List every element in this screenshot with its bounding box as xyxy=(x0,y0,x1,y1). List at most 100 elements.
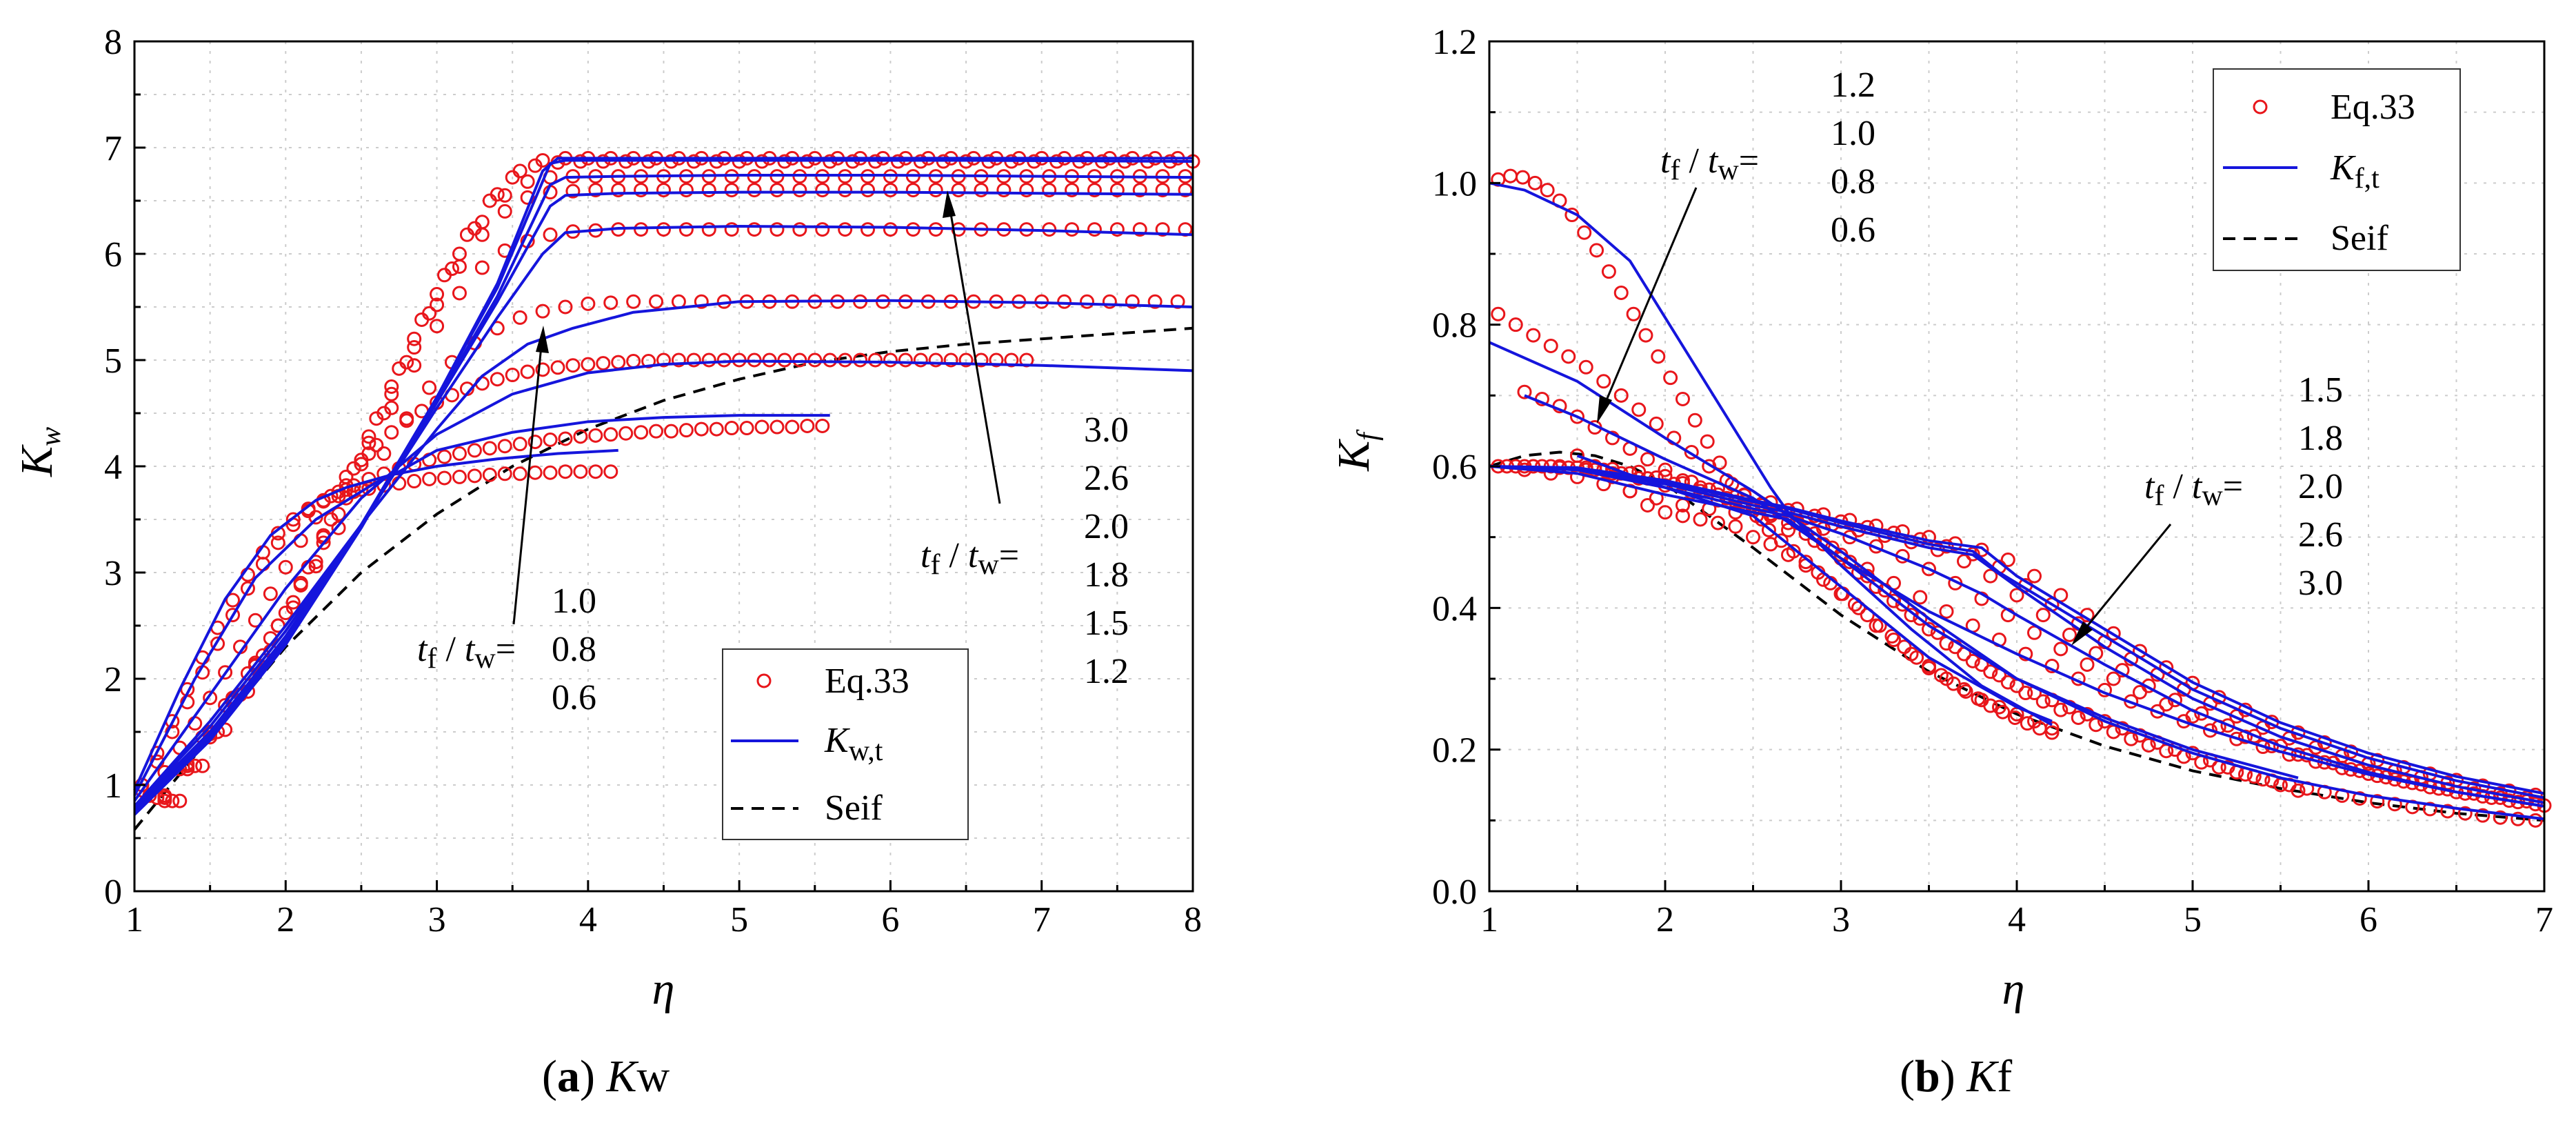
eq33-point xyxy=(1503,168,1518,183)
eq33-point xyxy=(678,183,694,198)
eq33-point xyxy=(2071,710,2086,725)
eq33-point xyxy=(1087,183,1102,198)
eq33-point xyxy=(656,222,671,237)
y-tick-label: 4 xyxy=(104,448,122,487)
eq33-point xyxy=(724,222,739,237)
panel-a-ann-left-value: 0.8 xyxy=(552,630,596,669)
eq33-point xyxy=(2027,568,2042,584)
eq33-point xyxy=(210,636,225,651)
eq33-point xyxy=(603,464,618,479)
eq33-point xyxy=(905,222,920,237)
eq33-point xyxy=(407,340,422,355)
eq33-point xyxy=(588,428,603,443)
eq33-point xyxy=(430,287,445,302)
eq33-point xyxy=(1909,650,1924,665)
x-tick-label: 4 xyxy=(2008,900,2026,940)
eq33-point xyxy=(1737,488,1752,503)
eq33-point xyxy=(883,222,898,237)
eq33-point xyxy=(535,362,550,377)
eq33-point xyxy=(1693,512,1708,527)
eq33-point xyxy=(1712,455,1727,470)
eq33-point xyxy=(709,421,724,437)
eq33-point xyxy=(861,183,876,198)
eq33-point xyxy=(838,222,853,237)
fitted-curve xyxy=(1576,454,2053,723)
eq33-point xyxy=(543,465,558,480)
eq33-point xyxy=(240,581,255,596)
eq33-point xyxy=(2000,675,2015,690)
eq33-point xyxy=(1913,590,1928,605)
eq33-point xyxy=(1649,416,1664,431)
eq33-point xyxy=(384,425,399,440)
eq33-point xyxy=(701,183,716,198)
panel-b-ann-right-label: tf / tw= xyxy=(2144,467,2243,512)
y-tick-label: 3 xyxy=(104,554,122,593)
eq33-point xyxy=(974,183,989,198)
eq33-point xyxy=(527,435,543,450)
eq33-point xyxy=(2168,693,2182,708)
y-tick-label: 0.6 xyxy=(1432,448,1477,487)
x-tick-label: 3 xyxy=(1832,900,1850,940)
panel-b-ann-left-label: tf / tw= xyxy=(1660,141,1759,186)
y-tick-label: 0.4 xyxy=(1432,589,1477,628)
eq33-point xyxy=(656,183,671,198)
x-tick-label: 2 xyxy=(1656,900,1674,940)
eq33-point xyxy=(1965,653,1980,668)
eq33-point xyxy=(558,464,573,479)
panel-a-ann-right-value: 2.0 xyxy=(1084,507,1129,546)
y-tick-label: 0 xyxy=(104,873,122,912)
eq33-point xyxy=(996,183,1012,198)
eq33-point xyxy=(308,559,323,574)
x-tick-label: 3 xyxy=(428,900,446,940)
eq33-point xyxy=(527,465,543,480)
eq33-point xyxy=(550,360,565,375)
eq33-point xyxy=(1684,444,1699,459)
eq33-point xyxy=(1491,306,1506,321)
eq33-point xyxy=(1561,349,1576,364)
eq33-point xyxy=(188,758,203,773)
eq33-point xyxy=(354,457,369,472)
eq33-point xyxy=(452,286,467,301)
eq33-point xyxy=(754,419,769,435)
eq33-point xyxy=(2422,802,2437,817)
eq33-point xyxy=(694,421,709,437)
panel-a-ann-left-label: tf / tw= xyxy=(417,630,516,675)
eq33-point xyxy=(928,183,943,198)
eq33-point xyxy=(361,435,376,450)
panel-b-ann-left-arrowhead xyxy=(1597,395,1612,424)
eq33-point xyxy=(1886,593,1901,608)
eq33-point xyxy=(898,352,913,368)
eq33-point xyxy=(1589,243,1604,258)
x-tick-label: 5 xyxy=(730,900,748,940)
eq33-point xyxy=(384,386,399,401)
x-tick-label: 1 xyxy=(125,900,143,940)
eq33-point xyxy=(512,163,527,179)
eq33-point xyxy=(656,352,671,368)
eq33-point xyxy=(1042,183,1057,198)
eq33-point xyxy=(853,352,868,368)
fitted-curve xyxy=(133,224,1194,808)
eq33-point xyxy=(2203,723,2217,738)
eq33-point xyxy=(913,352,928,368)
eq33-point xyxy=(1638,328,1653,343)
eq33-point xyxy=(678,222,694,237)
eq33-point xyxy=(701,222,716,237)
eq33-point xyxy=(618,426,634,441)
y-tick-label: 7 xyxy=(104,129,122,168)
eq33-point xyxy=(361,429,376,444)
eq33-point xyxy=(634,222,649,237)
eq33-point xyxy=(2255,739,2271,755)
eq33-point xyxy=(520,364,535,379)
eq33-point xyxy=(1658,462,1673,477)
panel-a-ann-left-value: 0.6 xyxy=(552,678,596,717)
eq33-point xyxy=(769,419,785,435)
eq33-point xyxy=(407,331,422,346)
eq33-point xyxy=(1687,413,1702,428)
eq33-point xyxy=(1517,384,1532,399)
fitted-curve xyxy=(133,359,1194,802)
eq33-point xyxy=(157,793,172,808)
panel-b-ann-right-value: 2.6 xyxy=(2298,515,2343,555)
eq33-point xyxy=(861,222,876,237)
fitted-curve xyxy=(1489,181,2053,726)
eq33-point xyxy=(2124,731,2139,746)
